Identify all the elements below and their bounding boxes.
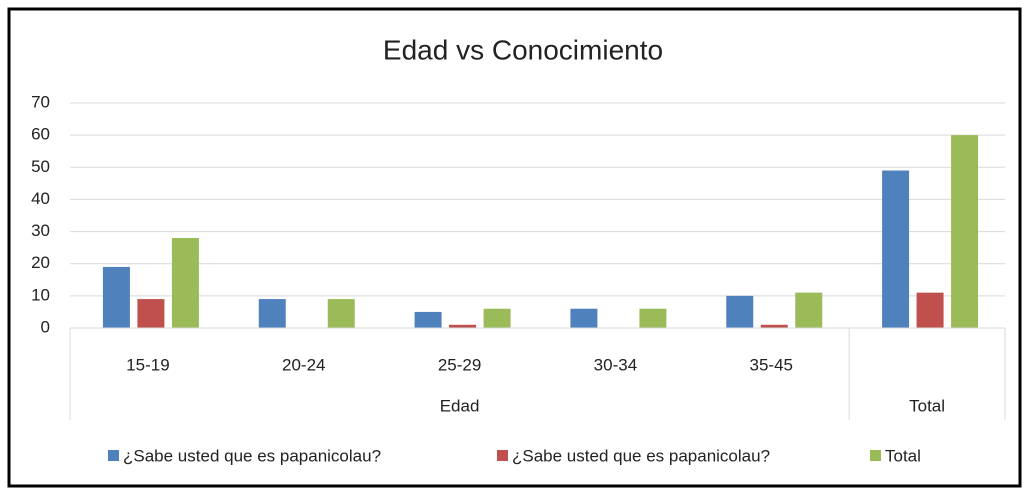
y-tick-label: 70 <box>31 92 50 111</box>
bar <box>258 299 286 328</box>
bar <box>795 292 823 328</box>
bar <box>137 299 165 328</box>
y-tick-label: 0 <box>41 317 50 336</box>
bar <box>639 308 667 328</box>
legend-label: ¿Sabe usted que es papanicolau? <box>512 446 770 465</box>
x-tick-label: 30-34 <box>594 355 637 374</box>
y-tick-label: 20 <box>31 253 50 272</box>
legend-label: Total <box>885 446 921 465</box>
y-tick-label: 60 <box>31 125 50 144</box>
bar <box>449 324 477 328</box>
bar <box>327 299 355 328</box>
bar <box>171 238 199 328</box>
chart-border <box>7 7 1022 488</box>
legend-swatch <box>870 450 881 461</box>
y-tick-label: 50 <box>31 157 50 176</box>
x-tick-label: 20-24 <box>282 355 325 374</box>
bar <box>760 324 788 328</box>
group-label: Total <box>909 396 945 415</box>
bar <box>951 135 979 328</box>
bar <box>414 311 442 328</box>
legend-label: ¿Sabe usted que es papanicolau? <box>123 446 381 465</box>
legend-swatch <box>108 450 119 461</box>
bar <box>483 308 511 328</box>
chart-title: Edad vs Conocimiento <box>383 34 663 65</box>
group-label: Edad <box>440 396 480 415</box>
x-tick-label: 25-29 <box>438 355 481 374</box>
x-tick-label: 35-45 <box>750 355 793 374</box>
bar <box>726 295 754 328</box>
bar <box>916 292 944 328</box>
y-tick-label: 10 <box>31 285 50 304</box>
bar <box>102 266 130 328</box>
legend-swatch <box>497 450 508 461</box>
bar <box>882 170 910 328</box>
y-tick-label: 30 <box>31 221 50 240</box>
y-tick-label: 40 <box>31 189 50 208</box>
bar <box>570 308 598 328</box>
x-tick-label: 15-19 <box>126 355 169 374</box>
